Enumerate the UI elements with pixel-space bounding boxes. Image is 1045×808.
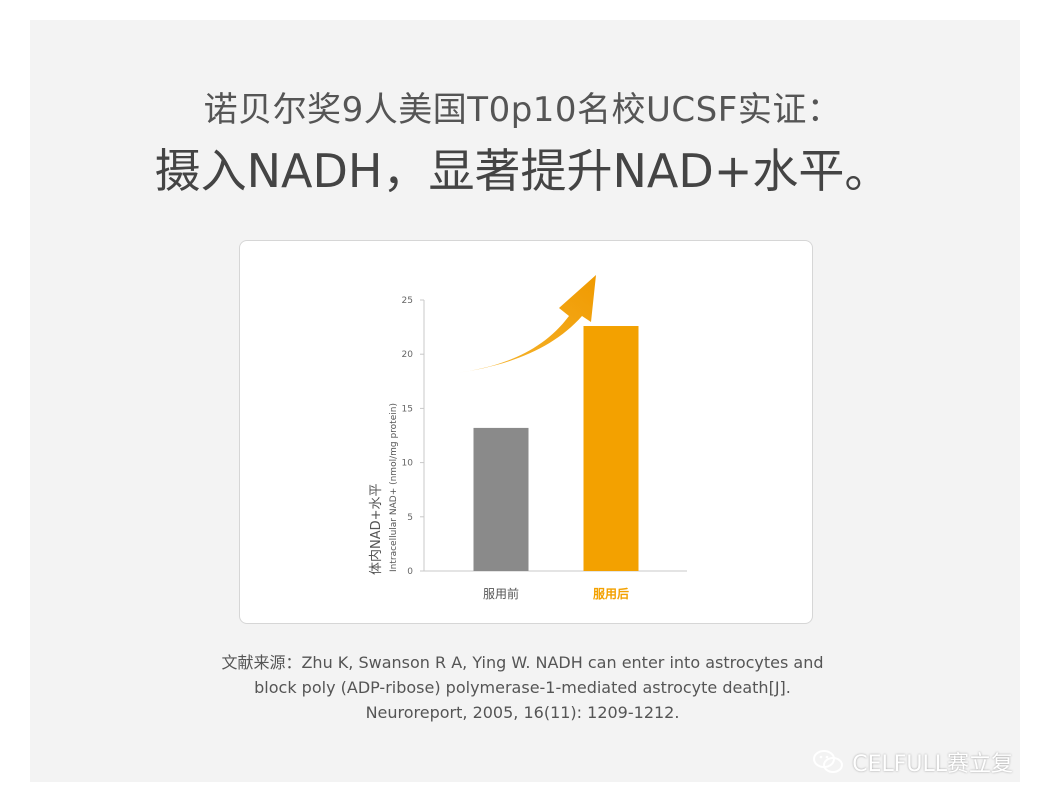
page-subtitle: 诺贝尔奖9人美国T0p10名校UCSF实证： <box>203 90 842 130</box>
citation-line: 文献来源：Zhu K, Swanson R A, Ying W. NADH ca… <box>221 653 824 672</box>
x-labels: 服用前 服用后 <box>483 586 629 601</box>
y-tick-label: 0 <box>407 567 413 577</box>
y-axis-label-zh: 体内NAD+水平 <box>368 483 384 575</box>
citation-line: block poly (ADP-ribose) polymerase-1-med… <box>254 678 791 697</box>
citation: 文献来源：Zhu K, Swanson R A, Ying W. NADH ca… <box>0 650 1045 725</box>
y-tick-label: 20 <box>402 350 414 360</box>
watermark-text: CELFULL赛立复 <box>852 752 1013 777</box>
wechat-icon <box>813 750 844 773</box>
trend-arrow-icon <box>456 275 596 373</box>
bar-after <box>583 326 639 571</box>
x-category-label: 服用前 <box>483 586 519 601</box>
x-category-label: 服用后 <box>593 586 629 601</box>
y-tick-label: 10 <box>402 459 414 469</box>
watermark: CELFULL赛立复 <box>812 742 1013 782</box>
bar-chart: 0 5 10 15 20 25 服用前 服用后 体内NAD+水平 Intracellular… <box>368 275 687 601</box>
page-title: 摄入NADH，显著提升NAD+水平。 <box>154 144 891 198</box>
y-tick-label: 5 <box>407 513 413 523</box>
bar-before <box>473 427 529 571</box>
y-ticks: 0 5 10 15 20 25 <box>402 296 424 577</box>
y-tick-label: 15 <box>402 404 413 414</box>
y-tick-label: 25 <box>402 296 413 306</box>
y-axis-label-en: Intracellular NAD+ (nmol/mg protein) <box>389 403 399 572</box>
citation-line: Neuroreport, 2005, 16(11): 1209-1212. <box>365 703 680 722</box>
bars <box>473 326 639 571</box>
